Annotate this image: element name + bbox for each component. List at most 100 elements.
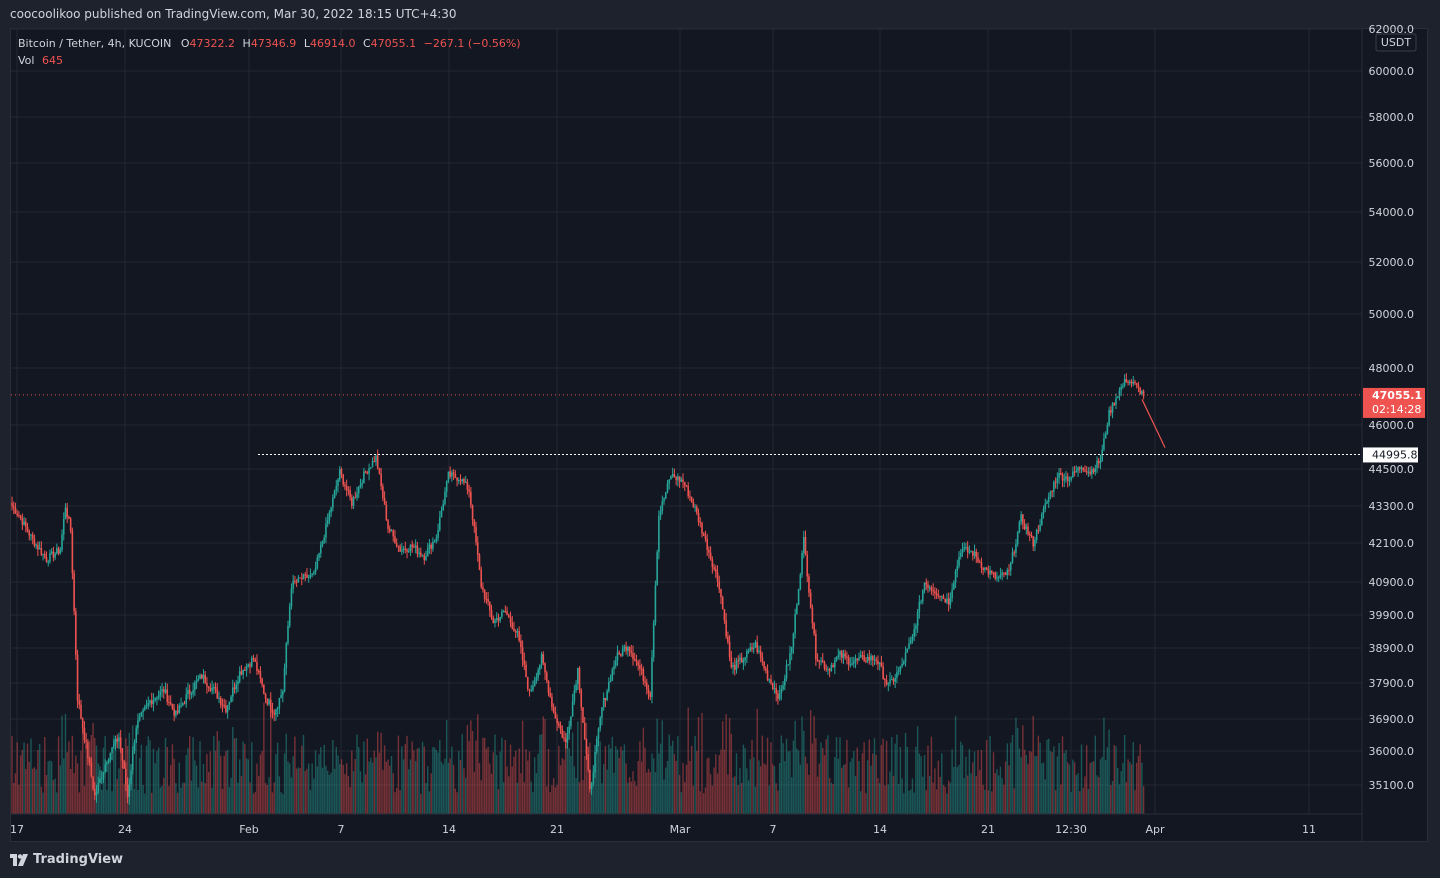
candle-body xyxy=(168,702,170,704)
volume-bar xyxy=(233,738,236,814)
candle-body xyxy=(992,572,995,574)
candle-body xyxy=(392,530,395,537)
candle-body xyxy=(932,589,934,592)
candle-body xyxy=(59,550,62,554)
candle-body xyxy=(868,656,871,661)
candle-body xyxy=(21,518,24,525)
volume-bar xyxy=(325,765,327,814)
candle-body xyxy=(1073,471,1076,473)
candle-body xyxy=(435,538,438,542)
time-tick-label: 21 xyxy=(981,823,995,836)
candle-body xyxy=(908,643,910,649)
candle-body xyxy=(199,674,201,679)
volume-bar xyxy=(340,759,343,814)
volume-bar xyxy=(602,764,605,814)
volume-bar xyxy=(1037,735,1040,814)
symbol-label[interactable]: Bitcoin / Tether, 4h, KUCOIN xyxy=(18,37,172,50)
volume-bar xyxy=(411,741,413,814)
candle-body xyxy=(166,689,169,703)
candle-body xyxy=(1135,383,1138,385)
candle-body xyxy=(958,556,960,566)
candle-body xyxy=(1042,508,1045,514)
volume-bar xyxy=(432,747,434,814)
volume-bar xyxy=(882,738,884,814)
volume-bar xyxy=(647,768,650,814)
candle-body xyxy=(751,647,753,650)
volume-bar xyxy=(609,748,612,814)
volume-bar xyxy=(816,776,819,814)
candle-body xyxy=(421,555,424,557)
candle-body xyxy=(711,559,714,568)
candle-body xyxy=(402,548,405,550)
volume-bar xyxy=(711,785,714,814)
candle-body xyxy=(1072,471,1074,478)
volume-bar xyxy=(44,736,46,814)
candle-body xyxy=(954,571,957,583)
candle-body xyxy=(771,683,774,689)
volume-bar xyxy=(492,752,494,814)
volume-bar xyxy=(546,786,548,814)
volume-bar xyxy=(544,719,546,814)
tradingview-logo-icon xyxy=(10,853,28,866)
candle-body xyxy=(266,698,269,705)
volume-bar xyxy=(140,744,143,814)
candle-body xyxy=(1106,425,1109,435)
volume-bar xyxy=(566,734,569,814)
volume-bar xyxy=(604,746,607,814)
candle-body xyxy=(685,485,688,487)
candle-body xyxy=(602,698,605,708)
candle-body xyxy=(221,704,224,706)
volume-bar xyxy=(549,791,551,814)
volume-bar xyxy=(884,785,886,814)
volume-bar xyxy=(178,762,181,814)
time-tick-label: 11 xyxy=(1302,823,1316,836)
candle-body xyxy=(689,496,691,498)
candle-body xyxy=(128,784,131,797)
candle-body xyxy=(1003,572,1005,574)
candle-body xyxy=(521,647,524,660)
volume-bar xyxy=(947,780,950,814)
candle-body xyxy=(313,571,315,574)
volume-bar xyxy=(925,790,927,814)
candle-body xyxy=(509,617,512,623)
candle-body xyxy=(459,480,462,482)
volume-bar xyxy=(40,786,43,814)
volume-bar xyxy=(282,793,284,814)
volume-bar xyxy=(844,764,846,814)
candle-body xyxy=(347,489,350,491)
candle-body xyxy=(233,687,236,690)
volume-bar xyxy=(594,762,596,814)
volume-bar xyxy=(501,737,503,814)
volume-bar xyxy=(615,746,617,814)
candle-body xyxy=(787,664,790,666)
volume-bar xyxy=(216,731,218,814)
price-tick-label: 50000.0 xyxy=(1369,308,1415,321)
volume-bar xyxy=(559,765,562,814)
volume-bar xyxy=(787,751,789,814)
volume-bar xyxy=(992,752,995,814)
volume-bar xyxy=(808,774,810,814)
volume-bar xyxy=(380,732,382,814)
candle-body xyxy=(1075,471,1078,473)
candle-body xyxy=(337,479,339,486)
volume-bar xyxy=(889,771,891,814)
change-value: −267.1 (−0.56%) xyxy=(423,37,521,50)
candle-body xyxy=(616,652,619,661)
candle-body xyxy=(835,657,838,661)
volume-bar xyxy=(309,790,312,814)
candle-body xyxy=(939,596,941,598)
volume-bar xyxy=(397,735,400,814)
candle-body xyxy=(437,530,439,539)
volume-bar xyxy=(853,751,855,814)
candle-body xyxy=(725,620,727,637)
candle-body xyxy=(737,660,740,662)
candle-body xyxy=(618,652,620,654)
candle-body xyxy=(735,660,738,670)
candle-body xyxy=(259,671,262,679)
volume-bar xyxy=(613,772,615,814)
volume-bar xyxy=(82,726,84,814)
candle-body xyxy=(454,474,457,478)
chart-panel[interactable] xyxy=(10,28,1428,842)
tradingview-logo[interactable]: TradingView xyxy=(10,852,123,867)
